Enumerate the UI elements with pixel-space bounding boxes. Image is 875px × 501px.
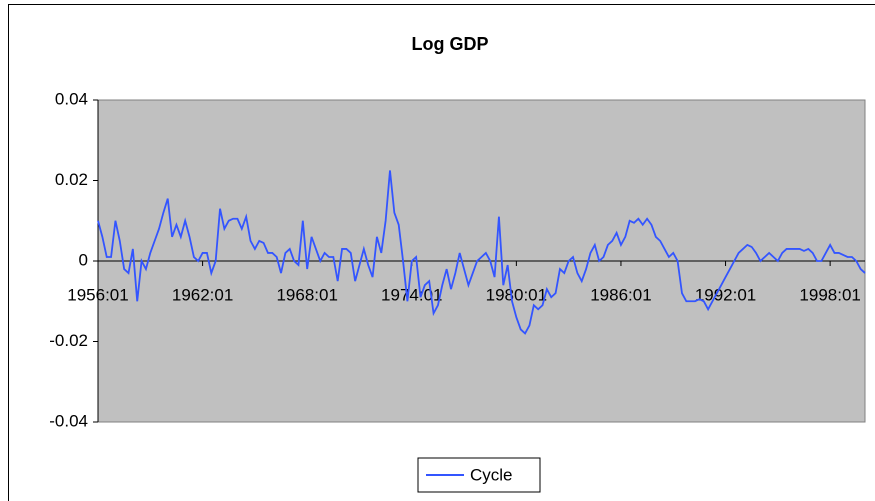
x-tick-label: 1974:01 bbox=[381, 285, 442, 304]
series-line bbox=[97, 170, 866, 335]
legend-label: Cycle bbox=[470, 465, 513, 484]
x-tick-label: 1986:01 bbox=[590, 285, 651, 304]
y-tick-label: 0.02 bbox=[55, 170, 88, 189]
y-tick-label: -0.04 bbox=[49, 411, 88, 430]
x-tick-label: 1992:01 bbox=[695, 285, 756, 304]
x-tick-label: 1956:01 bbox=[67, 285, 128, 304]
x-tick-label: 1968:01 bbox=[276, 285, 337, 304]
chart-title: Log GDP bbox=[412, 34, 489, 54]
y-tick-label: -0.02 bbox=[49, 331, 88, 350]
x-tick-label: 1962:01 bbox=[172, 285, 233, 304]
x-tick-label: 1980:01 bbox=[486, 285, 547, 304]
y-tick-label: 0 bbox=[79, 250, 88, 269]
x-tick-label: 1998:01 bbox=[799, 285, 860, 304]
y-tick-label: 0.04 bbox=[55, 89, 88, 108]
